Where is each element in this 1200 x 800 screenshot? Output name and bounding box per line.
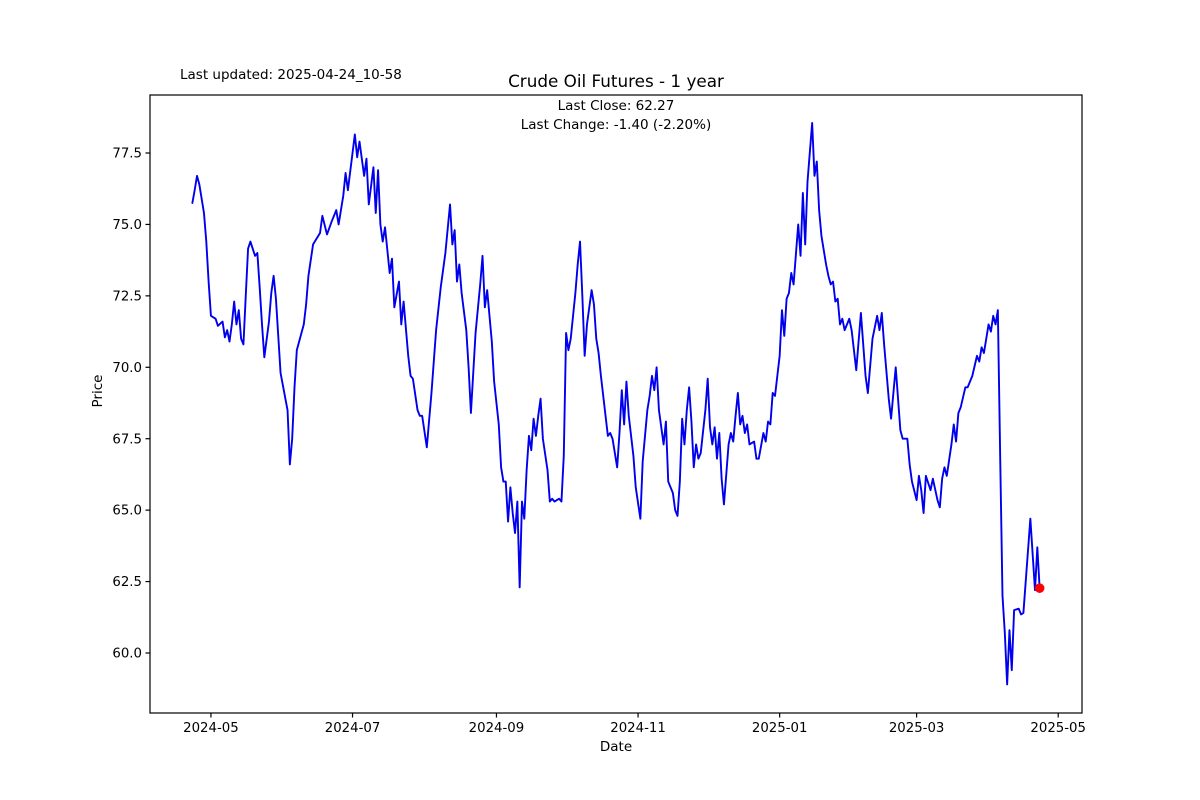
x-tick-label: 2024-07 [325, 721, 381, 736]
y-axis-label: Price [90, 374, 106, 408]
x-tick-label: 2024-05 [183, 721, 239, 736]
last-updated-note: Last updated: 2025-04-24_10-58 [180, 67, 402, 83]
y-tick-label: 67.5 [112, 432, 142, 447]
chart-title: Crude Oil Futures - 1 year [508, 71, 724, 91]
price-line [191, 122, 1041, 686]
x-axis-label: Date [599, 739, 633, 755]
y-tick-label: 60.0 [112, 647, 142, 662]
y-tick-label: 65.0 [112, 504, 142, 519]
y-tick-label: 75.0 [112, 218, 142, 233]
y-tick-label: 62.5 [112, 575, 142, 590]
x-tick-label: 2024-11 [610, 721, 666, 736]
last-change-line: Last Change: -1.40 (-2.20%) [520, 117, 712, 133]
y-tick-label: 70.0 [112, 361, 142, 376]
x-tick-label: 2024-09 [469, 721, 525, 736]
x-tick-label: 2025-01 [752, 721, 808, 736]
last-point-marker [1034, 583, 1045, 593]
y-tick-label: 77.5 [112, 147, 142, 162]
x-tick-label: 2025-05 [1030, 721, 1086, 736]
y-tick-label: 72.5 [112, 289, 142, 304]
last-close-line: Last Close: 62.27 [557, 98, 675, 114]
last-close-annotation: Last Close: 62.27 Last Change: -1.40 (-2… [150, 97, 1082, 135]
x-tick-label: 2025-03 [889, 721, 945, 736]
plot-frame [149, 94, 1083, 714]
